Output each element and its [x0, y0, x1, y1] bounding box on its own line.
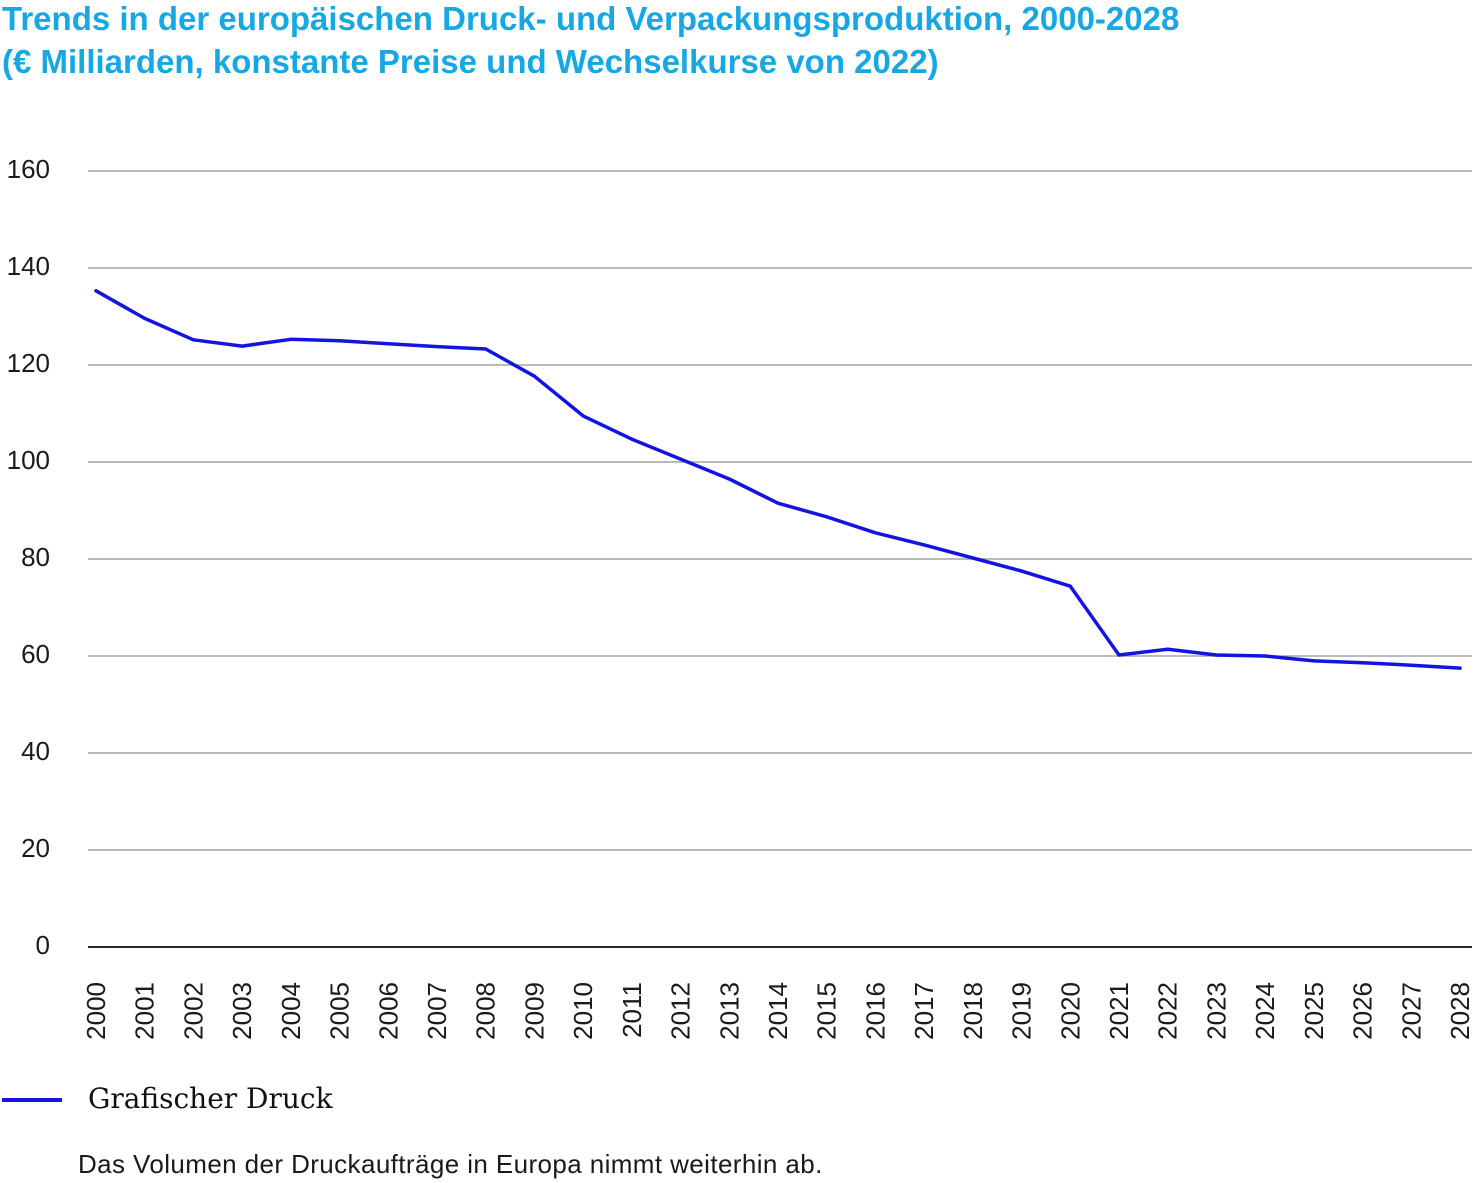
y-tick-label: 60 — [21, 639, 50, 669]
y-tick-label: 140 — [7, 251, 50, 281]
x-tick-label: 2001 — [130, 982, 160, 1040]
x-tick-label: 2005 — [325, 982, 355, 1040]
data-point — [191, 338, 196, 342]
x-tick-label: 2027 — [1396, 982, 1426, 1040]
data-point — [971, 556, 975, 560]
x-tick-label: 2020 — [1055, 982, 1085, 1040]
x-tick-label: 2023 — [1201, 982, 1231, 1040]
x-tick-label: 2025 — [1299, 982, 1329, 1040]
x-tick-label: 2003 — [227, 982, 257, 1040]
data-point — [435, 344, 439, 349]
x-tick-label: 2022 — [1153, 982, 1183, 1040]
y-tick-label: 20 — [21, 833, 50, 863]
x-tick-label: 2016 — [860, 982, 890, 1040]
data-point — [143, 316, 147, 321]
x-tick-label: 2014 — [763, 982, 793, 1040]
y-tick-label: 80 — [21, 542, 50, 572]
x-tick-label: 2026 — [1348, 982, 1378, 1040]
series-grafischer-druck — [94, 289, 1462, 670]
y-tick-label: 160 — [7, 154, 50, 184]
data-point — [1019, 569, 1024, 573]
legend-line-swatch — [2, 1098, 62, 1102]
data-point — [1458, 666, 1462, 670]
data-point — [581, 414, 585, 418]
data-point — [776, 501, 780, 505]
x-tick-label: 2002 — [178, 982, 208, 1040]
x-tick-label: 2011 — [617, 982, 647, 1038]
data-point — [678, 457, 683, 461]
x-tick-label: 2018 — [958, 982, 988, 1040]
x-tick-label: 2013 — [714, 982, 744, 1040]
legend-label: Grafischer Druck — [88, 1082, 333, 1115]
data-point — [727, 477, 731, 481]
data-point — [1166, 647, 1170, 651]
caption-note: Das Volumen der Druckaufträge in Europa … — [78, 1149, 823, 1179]
data-point — [1312, 659, 1316, 663]
x-tick-label: 2006 — [373, 982, 403, 1040]
data-point — [922, 543, 926, 547]
x-tick-label: 2024 — [1250, 982, 1280, 1040]
data-point — [94, 289, 98, 293]
data-point — [825, 515, 829, 519]
x-axis-tick-labels: 2000 2001 2002 2003 2004 2005 2006 2007 2008 2009… — [81, 982, 1475, 1040]
x-tick-label: 2004 — [276, 982, 306, 1040]
x-tick-label: 2009 — [519, 982, 549, 1040]
y-axis-tick-labels: 0 20 40 60 80 100 120 140 160 — [7, 154, 50, 960]
data-point — [240, 344, 244, 348]
x-tick-label: 2007 — [422, 982, 452, 1040]
data-point — [337, 339, 342, 343]
data-point — [1360, 661, 1365, 665]
data-point — [1409, 663, 1413, 667]
x-tick-label: 2021 — [1104, 982, 1134, 1040]
data-point — [873, 531, 878, 535]
y-tick-label: 100 — [7, 445, 50, 475]
x-tick-label: 2015 — [812, 982, 842, 1040]
data-point — [630, 437, 634, 441]
gridlines — [88, 170, 1472, 948]
y-tick-label: 120 — [7, 348, 50, 378]
data-point — [1214, 653, 1219, 657]
chart-subtitle: (€ Milliarden, konstante Preise und Wech… — [2, 43, 939, 80]
data-point — [289, 337, 293, 341]
data-point — [532, 374, 537, 378]
x-tick-label: 2028 — [1445, 982, 1475, 1040]
data-point — [1068, 584, 1072, 588]
x-tick-label: 2008 — [471, 982, 501, 1040]
x-tick-label: 2017 — [909, 982, 939, 1040]
series-line — [94, 289, 1462, 670]
data-point — [386, 342, 390, 346]
chart-title: Trends in der europäischen Druck- und Ve… — [2, 0, 1180, 37]
y-tick-label: 0 — [36, 930, 50, 960]
data-point — [484, 347, 488, 351]
x-tick-label: 2010 — [568, 982, 598, 1040]
data-point — [1117, 653, 1121, 657]
x-tick-label: 2000 — [81, 982, 111, 1040]
data-point — [1263, 654, 1267, 658]
x-tick-label: 2019 — [1007, 982, 1037, 1040]
x-tick-label: 2012 — [666, 982, 696, 1040]
y-tick-label: 40 — [21, 736, 50, 766]
